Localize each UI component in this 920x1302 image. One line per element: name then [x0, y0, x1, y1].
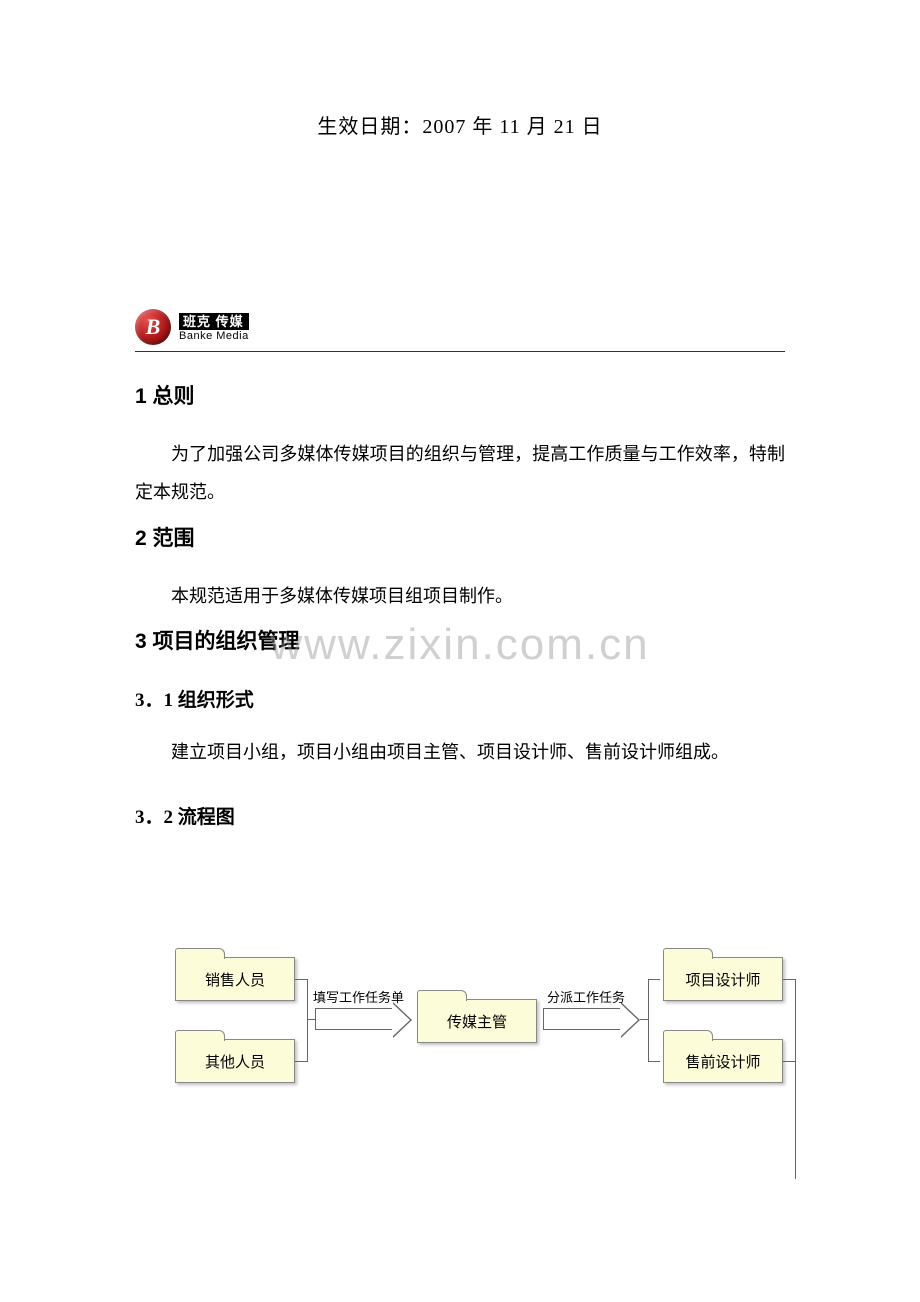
flowchart: 销售人员 其他人员 填写工作任务单 传媒主管 分派工作任务 项目设计师 售前设计… [135, 939, 785, 1119]
node-media-mgr: 传媒主管 [417, 999, 537, 1043]
section-3-1-body: 建立项目小组，项目小组由项目主管、项目设计师、售前设计师组成。 [135, 734, 785, 772]
label-fill-task: 填写工作任务单 [313, 987, 404, 1006]
node-presale-designer: 售前设计师 [663, 1039, 783, 1083]
logo-en-text: Banke Media [179, 330, 249, 342]
section-1-body: 为了加强公司多媒体传媒项目的组织与管理，提高工作质量与工作效率，特制定本规范。 [135, 436, 785, 512]
logo-text: 班克 传媒 Banke Media [179, 313, 249, 342]
section-2-title: 2 范围 [135, 522, 785, 552]
arrow-assign-task [543, 1008, 621, 1030]
node-sales: 销售人员 [175, 957, 295, 1001]
node-other: 其他人员 [175, 1039, 295, 1083]
effective-date: 生效日期：2007 年 11 月 21 日 [135, 110, 785, 139]
section-3-2-title: 3．2 流程图 [135, 802, 785, 829]
logo-cn-text: 班克 传媒 [179, 313, 249, 330]
section-3-title: 3 项目的组织管理 [135, 625, 785, 655]
section-1-title: 1 总则 [135, 380, 785, 410]
section-2-body: 本规范适用于多媒体传媒项目组项目制作。 [135, 578, 785, 616]
logo-bar: B 班克 传媒 Banke Media [135, 309, 785, 352]
arrow-fill-task [315, 1008, 393, 1030]
node-proj-designer: 项目设计师 [663, 957, 783, 1001]
logo-icon: B [135, 309, 171, 345]
section-3-1-title: 3．1 组织形式 [135, 685, 785, 712]
label-assign-task: 分派工作任务 [547, 987, 625, 1006]
